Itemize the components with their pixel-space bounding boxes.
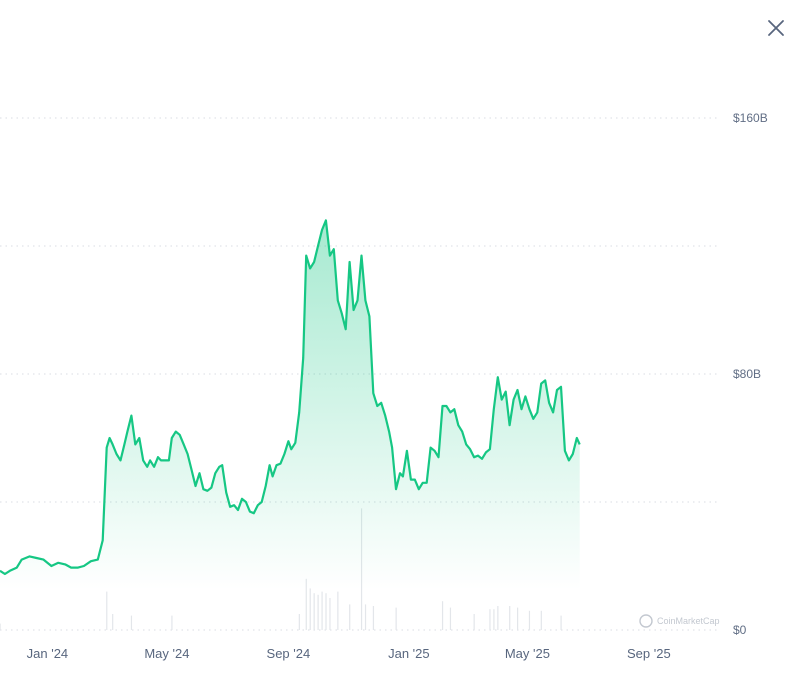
volume-bar (395, 607, 397, 630)
coinmarketcap-watermark: CoinMarketCap (639, 614, 720, 628)
volume-bar (130, 615, 133, 630)
volume-bar (305, 578, 307, 630)
x-tick-label: May '24 (144, 646, 189, 661)
volume-bar (329, 598, 331, 630)
watermark-text: CoinMarketCap (657, 616, 720, 626)
y-axis-labels: $160B $80B $0 (733, 111, 768, 637)
volume-bar (317, 594, 319, 630)
volume-bar (337, 591, 339, 630)
volume-bar (517, 607, 519, 630)
y-tick-label: $160B (733, 111, 768, 125)
volume-bar (106, 591, 108, 630)
x-tick-label: Sep '24 (267, 646, 311, 661)
volume-bar (364, 604, 367, 630)
volume-bar (309, 588, 311, 630)
volume-bar (321, 591, 323, 630)
volume-bar (349, 604, 351, 630)
volume-bar (528, 610, 531, 630)
volume-bar (313, 593, 315, 630)
volume-bar (560, 615, 562, 630)
volume-bar (298, 614, 300, 630)
close-icon (768, 20, 784, 36)
volume-bar (449, 607, 452, 630)
volume-bar (372, 606, 375, 630)
volume-bar (441, 601, 444, 630)
volume-bar (509, 606, 511, 630)
volume-bar (171, 615, 173, 630)
y-tick-label: $80B (733, 367, 761, 381)
x-axis-labels: Jan '24 May '24 Sep '24 Jan '25 May '25 Sep '… (27, 646, 671, 661)
x-tick-label: Jan '24 (27, 646, 69, 661)
volume-bar (0, 623, 1, 630)
x-tick-label: Jan '25 (388, 646, 430, 661)
y-tick-label: $0 (733, 623, 747, 637)
volume-bar (540, 610, 542, 630)
volume-bar (112, 614, 114, 630)
volume-bar (473, 614, 475, 630)
close-button[interactable] (764, 16, 788, 40)
price-line (0, 219, 581, 576)
x-tick-label: Sep '25 (627, 646, 671, 661)
volume-bar (497, 606, 499, 630)
volume-bar (325, 593, 327, 630)
volume-bar (493, 609, 495, 630)
watermark-logo-icon (639, 614, 653, 628)
price-area (0, 220, 580, 590)
x-tick-label: May '25 (505, 646, 550, 661)
volume-bar (489, 609, 491, 630)
